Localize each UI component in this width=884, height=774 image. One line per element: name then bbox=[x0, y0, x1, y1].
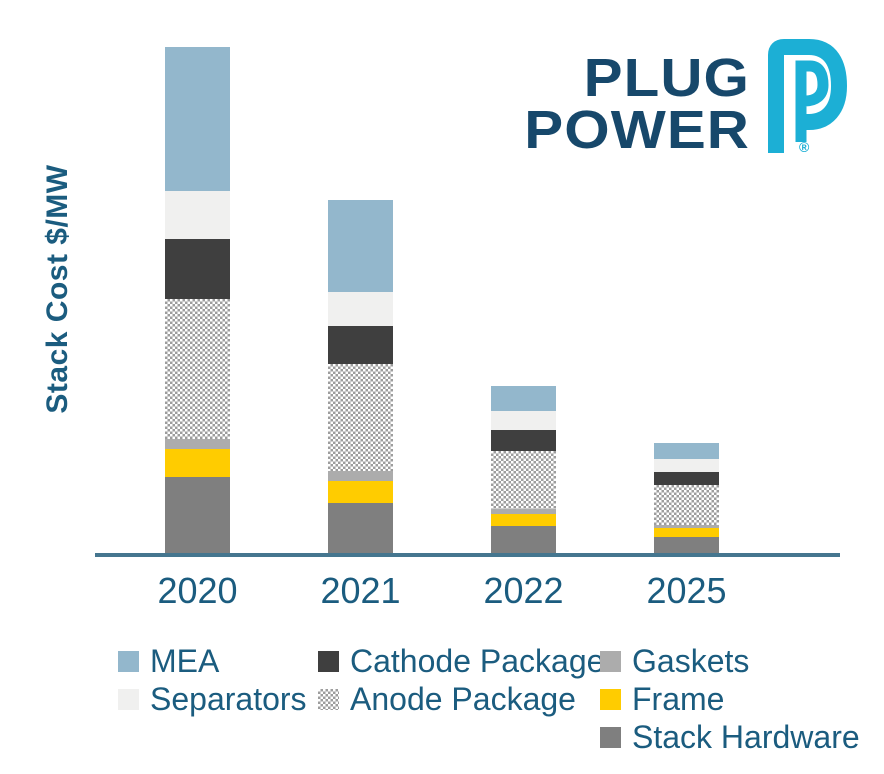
bar-segment-gaskets bbox=[165, 439, 230, 449]
bar-segment-stack-hardware bbox=[491, 526, 556, 553]
legend-label-frame: Frame bbox=[632, 680, 725, 717]
legend-label-mea: MEA bbox=[150, 642, 220, 679]
bar-2020 bbox=[165, 47, 230, 553]
x-axis-line bbox=[95, 553, 840, 557]
legend-item-mea: MEA bbox=[118, 643, 307, 679]
bar-segment-gaskets bbox=[654, 525, 719, 528]
bar-segment-anode-package bbox=[491, 451, 556, 509]
legend-item-frame: Frame bbox=[600, 681, 860, 717]
bar-segment-mea bbox=[491, 386, 556, 411]
bar-segment-cathode-package bbox=[165, 239, 230, 299]
legend-swatch-cathode-package bbox=[318, 650, 339, 672]
x-axis-label-2020: 2020 bbox=[157, 570, 238, 611]
bar-segment-separators bbox=[654, 459, 719, 472]
bar-segment-cathode-package bbox=[654, 472, 719, 485]
logo-wordmark: PLUG POWER bbox=[524, 48, 750, 160]
legend-swatch-frame bbox=[600, 688, 621, 710]
legend-swatch-separators bbox=[118, 688, 139, 710]
x-axis-label-2025: 2025 bbox=[646, 570, 727, 611]
bar-segment-frame bbox=[491, 514, 556, 526]
legend-item-gaskets: Gaskets bbox=[600, 643, 860, 679]
legend-column-1: MEA Separators bbox=[118, 643, 307, 726]
plug-power-p-icon bbox=[768, 39, 847, 153]
registered-trademark-symbol: ® bbox=[799, 139, 810, 155]
y-axis-label: Stack Cost $/MW bbox=[41, 164, 74, 414]
bar-segment-mea bbox=[165, 47, 230, 191]
bar-segment-frame bbox=[654, 528, 719, 537]
bar-segment-separators bbox=[491, 411, 556, 430]
bar-segment-anode-package bbox=[328, 364, 393, 471]
legend-item-separators: Separators bbox=[118, 681, 307, 717]
x-axis-label-2021: 2021 bbox=[320, 570, 401, 611]
legend-label-gaskets: Gaskets bbox=[632, 642, 750, 679]
bar-segment-frame bbox=[165, 449, 230, 477]
bar-segment-separators bbox=[328, 292, 393, 326]
legend-label-anode-package: Anode Package bbox=[350, 680, 576, 717]
bar-segment-frame bbox=[328, 481, 393, 503]
x-axis-label-2022: 2022 bbox=[483, 570, 564, 611]
bar-segment-cathode-package bbox=[491, 430, 556, 451]
legend-label-separators: Separators bbox=[150, 680, 307, 717]
bar-segment-separators bbox=[165, 191, 230, 239]
legend-swatch-anode-package bbox=[318, 688, 339, 710]
logo-wordmark-line2: POWER bbox=[524, 100, 750, 160]
bar-segment-anode-package bbox=[165, 299, 230, 439]
bar-segment-anode-package bbox=[654, 485, 719, 525]
bar-segment-stack-hardware bbox=[328, 503, 393, 553]
legend-label-stack-hardware: Stack Hardware bbox=[632, 718, 860, 755]
legend-item-stack-hardware: Stack Hardware bbox=[600, 719, 860, 755]
bar-2025 bbox=[654, 443, 719, 553]
legend-swatch-gaskets bbox=[600, 650, 621, 672]
bar-segment-gaskets bbox=[491, 509, 556, 514]
legend-column-3: Gaskets Frame Stack Hardware bbox=[600, 643, 860, 764]
bar-segment-cathode-package bbox=[328, 326, 393, 364]
legend-swatch-mea bbox=[118, 650, 139, 672]
legend-item-anode-package: Anode Package bbox=[318, 681, 604, 717]
legend-column-2: Cathode Package Anode Package bbox=[318, 643, 604, 726]
bar-segment-mea bbox=[328, 200, 393, 292]
logo-wordmark-line1: PLUG bbox=[583, 48, 750, 108]
bar-segment-stack-hardware bbox=[654, 537, 719, 553]
bar-segment-gaskets bbox=[328, 471, 393, 481]
bar-2022 bbox=[491, 386, 556, 553]
legend-swatch-stack-hardware bbox=[600, 726, 621, 748]
legend-label-cathode-package: Cathode Package bbox=[350, 642, 605, 679]
bar-segment-stack-hardware bbox=[165, 477, 230, 553]
bar-segment-mea bbox=[654, 443, 719, 459]
legend-item-cathode-package: Cathode Package bbox=[318, 643, 604, 679]
bar-2021 bbox=[328, 200, 393, 553]
